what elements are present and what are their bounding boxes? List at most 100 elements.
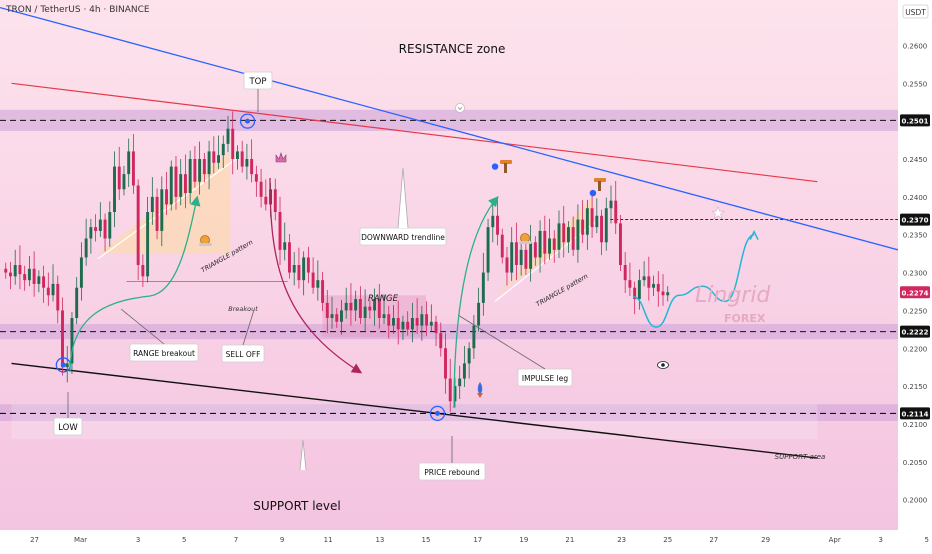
candle [231, 128, 235, 159]
downward-trendline-pointer [397, 167, 409, 229]
plot-area [0, 6, 898, 459]
candle [245, 159, 249, 167]
price-axis[interactable]: 0.2000 0.2050 0.2100 0.2150 0.2200 0.2250 0.23… [903, 42, 928, 504]
currency-badge[interactable] [902, 4, 929, 19]
candle [462, 363, 466, 379]
range-breakout-arrow [69, 195, 201, 373]
snail-icon [199, 235, 212, 246]
chevron-down-icon[interactable] [455, 103, 465, 113]
candle [94, 227, 98, 231]
price-rebound-label: PRICE rebound [424, 468, 480, 477]
candle [401, 321, 405, 330]
projection-path [632, 233, 755, 328]
zone-mid-support [0, 324, 898, 340]
breakout-label: Breakout [228, 305, 258, 313]
candle [61, 310, 64, 368]
candle [377, 299, 381, 318]
overlays-layer [55, 113, 759, 422]
marker-rebound-dot [434, 410, 440, 416]
low-label: LOW [58, 423, 78, 433]
candle [557, 223, 561, 250]
currency-label: USDT [905, 8, 926, 17]
price-mark-label: 0.2114 [901, 410, 928, 418]
x-tick-label: 13 [375, 536, 384, 544]
candle [23, 274, 27, 281]
candle [609, 200, 613, 209]
candle [65, 363, 69, 368]
range-breakout-callout: RANGE breakout [129, 343, 199, 362]
x-tick-label: 21 [565, 536, 574, 544]
triangle-pattern-1 [97, 151, 231, 254]
crown-icon [275, 152, 287, 163]
price-axis-panel [898, 0, 932, 550]
downward-trendline-label: DOWNWARD trendline [361, 233, 445, 242]
x-tick-label: 3 [136, 536, 140, 544]
red-trendline[interactable] [11, 82, 818, 183]
candle [358, 299, 362, 318]
candle [571, 227, 575, 250]
candle [581, 219, 585, 235]
candle [448, 378, 452, 402]
impulse-leg-pointer [457, 314, 546, 370]
x-tick-label: 23 [617, 536, 626, 544]
candle [595, 215, 599, 228]
candle [127, 151, 131, 175]
y-tick-label: 0.2550 [903, 80, 928, 88]
candle [70, 318, 74, 364]
candle [467, 348, 471, 364]
candle [235, 151, 239, 159]
impulse-leg-arrow [453, 196, 499, 409]
candle [183, 174, 187, 194]
price-mark-badge [900, 325, 930, 338]
candle [486, 227, 490, 273]
y-tick-label: 0.2250 [903, 307, 928, 315]
x-tick-label: 27 [709, 536, 718, 544]
candle [193, 159, 197, 182]
candle [79, 257, 83, 288]
candle [566, 227, 570, 243]
black-support-trendline[interactable] [11, 362, 818, 459]
candle [202, 159, 206, 175]
candle [642, 276, 646, 281]
range-breakout-label: RANGE breakout [133, 349, 195, 358]
low-callout: LOW [53, 417, 83, 436]
candle [335, 314, 339, 322]
sell-off-callout: SELL OFF [221, 344, 265, 363]
candle [661, 291, 665, 296]
price-mark-label: 0.2370 [901, 217, 928, 225]
candle [75, 287, 79, 318]
candle [264, 196, 268, 205]
candle [514, 242, 518, 265]
blue-downward-trendline[interactable] [0, 6, 898, 251]
x-tick-label: 5 [925, 536, 929, 544]
price-mark-label: 0.2274 [901, 289, 928, 297]
candle [618, 223, 622, 265]
candle [538, 230, 542, 258]
candle [302, 257, 306, 281]
y-tick-label: 0.2350 [903, 232, 928, 240]
x-tick-label: 17 [473, 536, 482, 544]
time-axis[interactable]: 27 Mar 3 5 7 9 11 13 15 17 19 21 23 25 27 29 Apr 3 5 [30, 536, 929, 544]
y-tick-label: 0.2200 [903, 345, 928, 353]
candle [37, 276, 41, 284]
y-tick-label: 0.2450 [903, 156, 928, 164]
candle [519, 249, 523, 265]
candle [98, 219, 102, 231]
price-mark-badge [900, 407, 930, 420]
candle [207, 151, 211, 175]
candle [647, 276, 651, 288]
x-tick-label: 27 [30, 536, 39, 544]
candle [56, 283, 60, 311]
price-mark-badge [900, 114, 930, 127]
candle [576, 219, 580, 250]
candle [89, 227, 93, 239]
marker-rebound-ring [429, 405, 446, 422]
candle [500, 234, 504, 258]
price-mark-badge [900, 213, 930, 226]
x-tick-label: 19 [519, 536, 528, 544]
candle [628, 280, 632, 288]
candle [287, 242, 291, 273]
candle [600, 215, 604, 243]
